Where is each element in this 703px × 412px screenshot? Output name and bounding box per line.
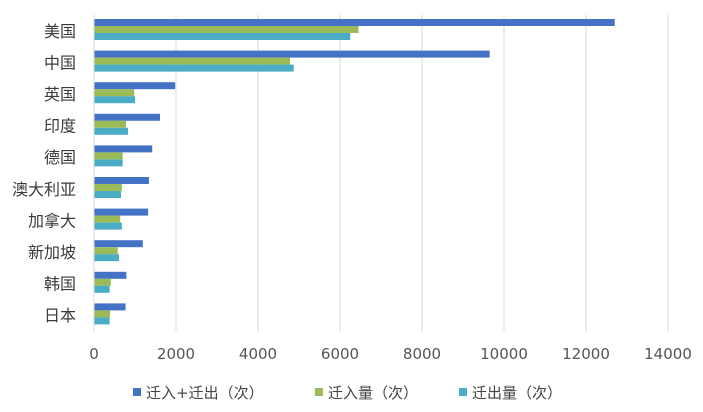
category-label: 新加坡 <box>28 243 76 262</box>
category-label: 德国 <box>44 148 76 167</box>
x-tick-label: 4000 <box>239 345 277 363</box>
bar-5-series-0 <box>94 177 149 184</box>
bar-9-series-0 <box>94 303 126 311</box>
bars-layer <box>94 19 615 325</box>
category-label: 中国 <box>44 53 76 72</box>
bar-1-series-1 <box>94 57 290 65</box>
legend-label-1: 迁入量（次） <box>328 384 418 402</box>
bar-4-series-1 <box>94 152 123 160</box>
category-label: 澳大利亚 <box>12 180 76 199</box>
x-tick-label: 14000 <box>644 345 692 363</box>
bar-1-series-0 <box>94 50 490 58</box>
bar-5-series-2 <box>94 191 122 198</box>
legend-swatch-1 <box>315 388 323 396</box>
x-tick-label: 6000 <box>321 345 359 363</box>
x-tick-label: 8000 <box>403 345 441 363</box>
bar-7-series-1 <box>94 247 118 255</box>
bar-6-series-0 <box>94 208 149 216</box>
bar-8-series-2 <box>94 285 110 293</box>
legend-label-2: 迁出量（次） <box>472 384 562 402</box>
x-tick-label: 12000 <box>562 345 610 363</box>
x-tick-label: 0 <box>89 345 99 363</box>
bar-4-series-0 <box>94 145 153 153</box>
bar-5-series-1 <box>94 184 122 191</box>
bar-8-series-0 <box>94 271 127 279</box>
bar-6-series-2 <box>94 222 122 230</box>
bar-7-series-2 <box>94 254 120 262</box>
bar-4-series-2 <box>94 159 123 167</box>
bar-0-series-1 <box>94 26 359 33</box>
bar-3-series-2 <box>94 127 129 135</box>
x-tick-label: 2000 <box>157 345 195 363</box>
legend-swatch-0 <box>133 388 141 396</box>
bar-9-series-1 <box>94 310 110 318</box>
bar-0-series-0 <box>94 19 615 26</box>
bar-7-series-0 <box>94 240 143 248</box>
category-label: 韩国 <box>44 275 76 294</box>
category-label: 印度 <box>44 117 76 136</box>
bar-2-series-0 <box>94 82 176 90</box>
bar-2-series-1 <box>94 89 135 97</box>
legend-swatch-2 <box>459 388 467 396</box>
legend: 迁入+迁出（次） 迁入量（次） 迁出量（次） <box>133 384 562 402</box>
bar-2-series-2 <box>94 96 135 104</box>
category-label: 日本 <box>44 306 76 325</box>
bar-3-series-1 <box>94 120 126 128</box>
bar-6-series-1 <box>94 215 121 223</box>
bar-0-series-2 <box>94 33 351 40</box>
bar-9-series-2 <box>94 317 110 325</box>
category-label: 加拿大 <box>28 211 76 230</box>
bar-1-series-2 <box>94 64 294 72</box>
bar-3-series-0 <box>94 113 161 121</box>
category-label: 英国 <box>44 85 76 104</box>
bar-8-series-1 <box>94 278 111 286</box>
legend-label-0: 迁入+迁出（次） <box>146 384 264 402</box>
category-label: 美国 <box>44 22 76 41</box>
x-tick-label: 10000 <box>480 345 528 363</box>
